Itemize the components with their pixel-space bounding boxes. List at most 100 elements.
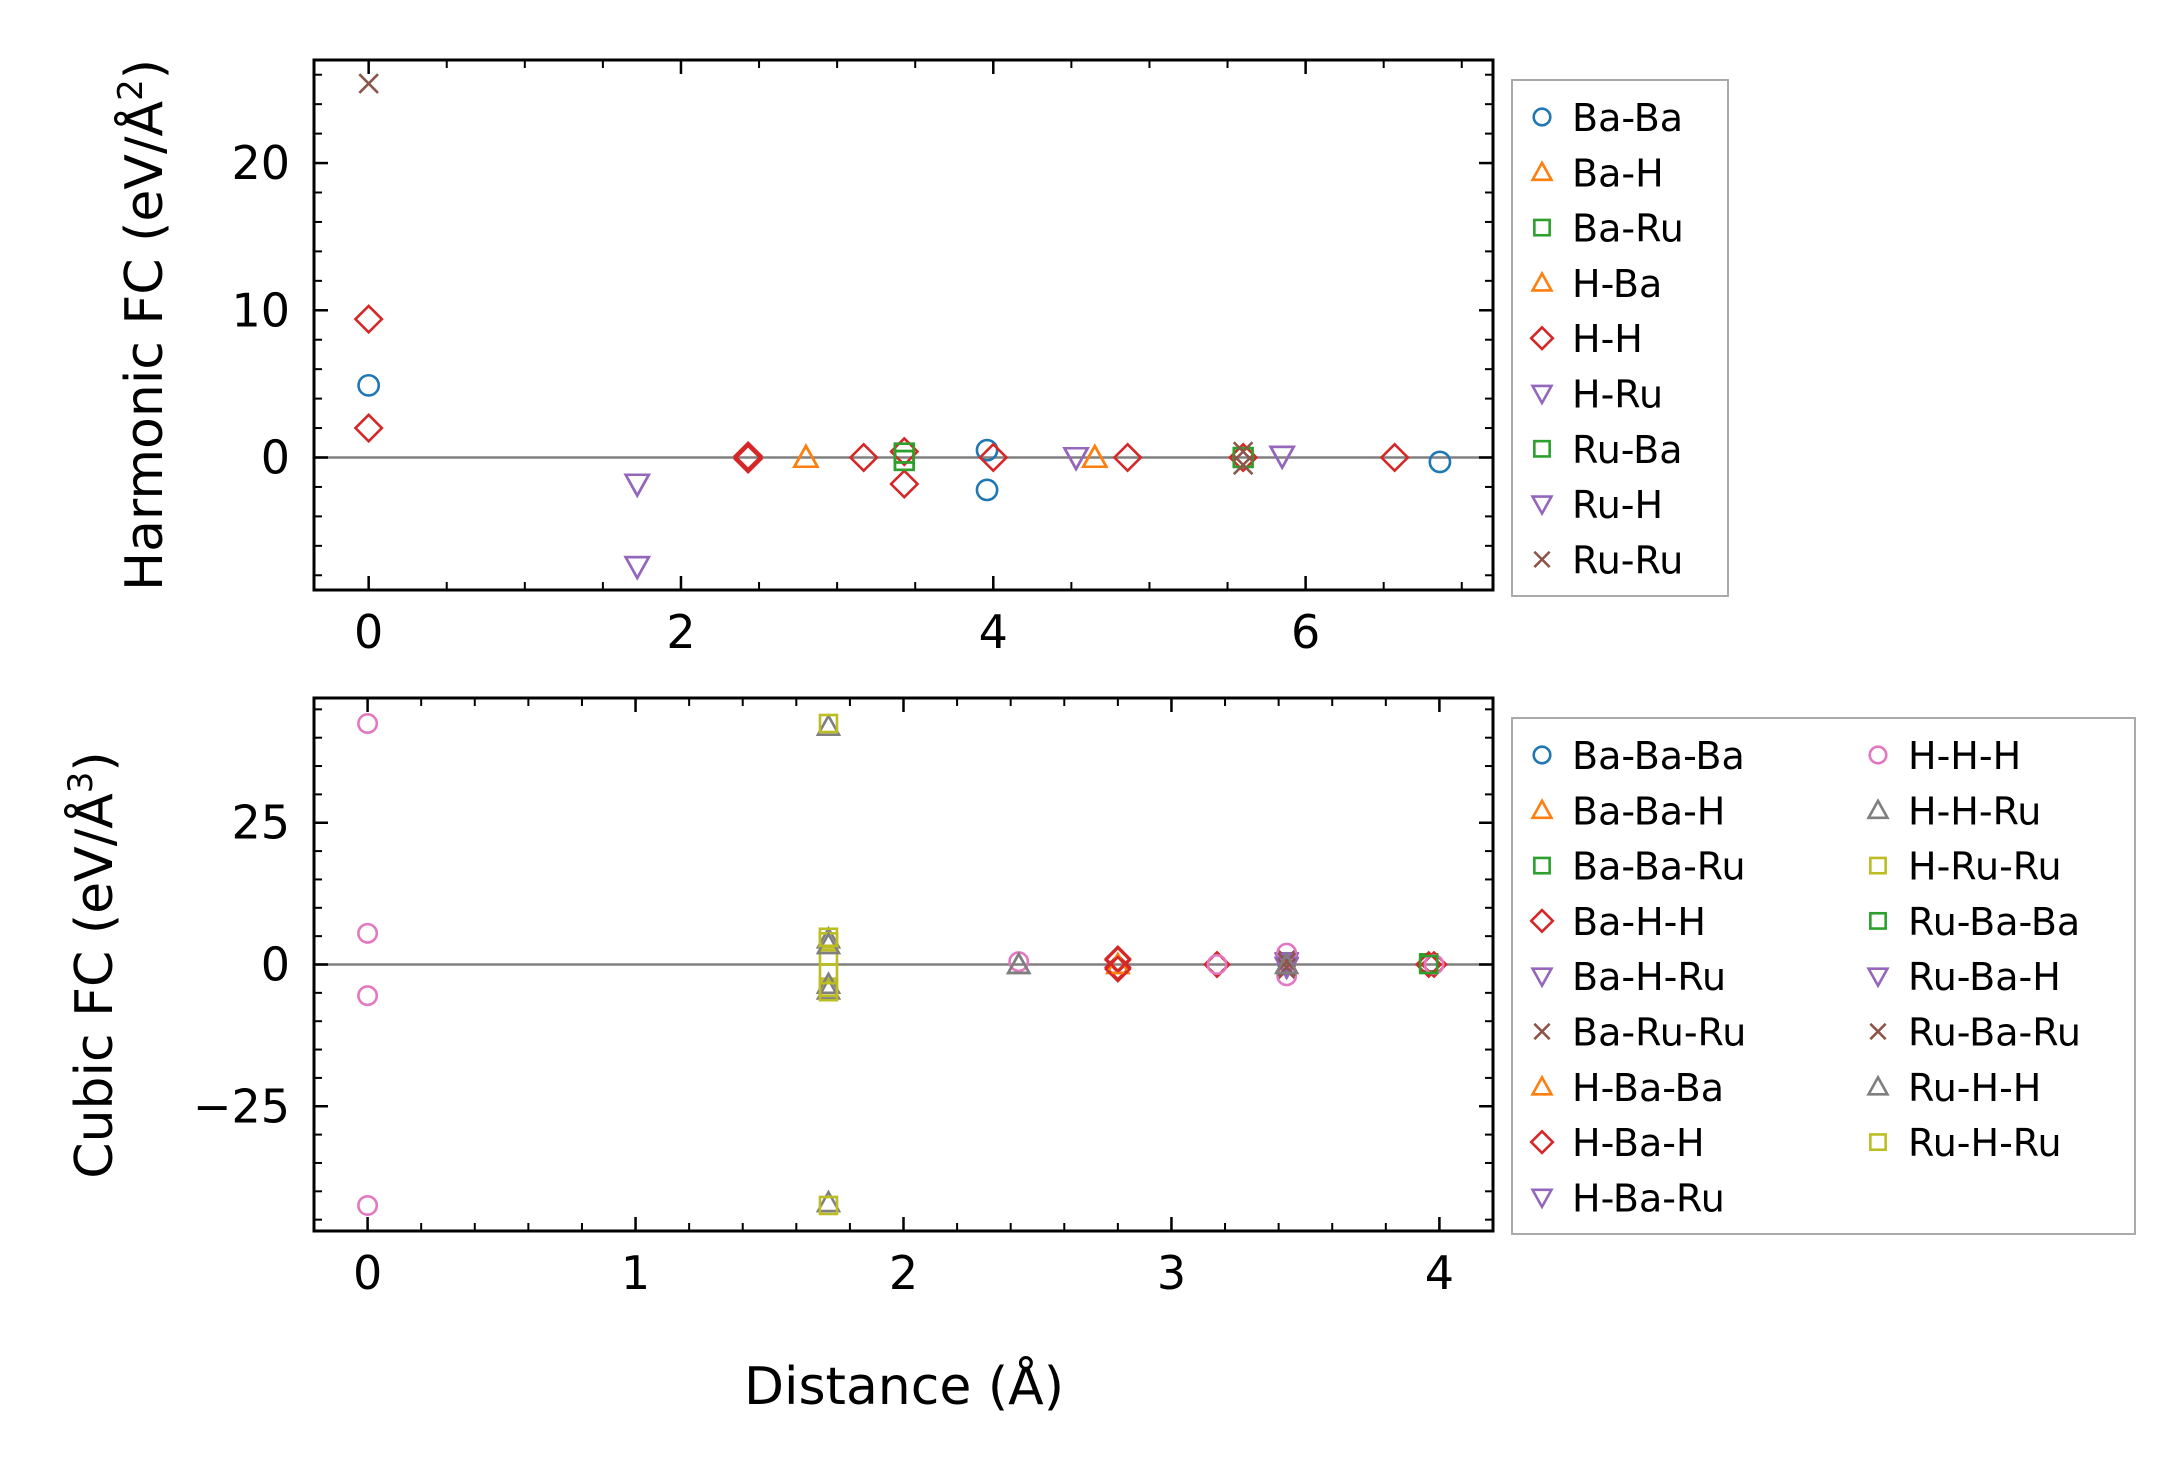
legend-entry-ba-ba-ba: Ba-Ba-Ba: [1532, 734, 1745, 778]
legend-label: Ba-Ru: [1572, 207, 1684, 251]
data-point-h-h: [353, 413, 384, 444]
data-point-ru-h-ru: [818, 927, 839, 948]
legend-entry-ru-ba: Ru-Ba: [1533, 428, 1683, 472]
legend-marker-ba-ba: [1532, 107, 1552, 127]
legend-label: Ba-H-Ru: [1572, 955, 1726, 999]
y-tick-label: 0: [261, 938, 290, 992]
cubic-fc-x-axis-label: Distance (Å): [744, 1355, 1064, 1417]
legend-entry-h-h: H-H: [1529, 317, 1643, 361]
legend-marker-ba-ba-ru: [1533, 856, 1551, 875]
legend-label: Ba-Ba: [1572, 96, 1683, 140]
legend-entry-ba-ru-ru: Ba-Ru-Ru: [1533, 1011, 1746, 1055]
data-point-h-ba-h: [1104, 955, 1132, 983]
data-point-ru-h: [1062, 446, 1090, 472]
legend-label: Ru-H: [1572, 483, 1663, 527]
harmonic-fc-markers: [314, 73, 1493, 581]
data-point-h-ba: [792, 443, 820, 469]
legend-marker-h-ba-ru: [1530, 1188, 1554, 1210]
legend-marker-ru-h-h: [1866, 1074, 1890, 1096]
legend-marker-ru-ba-ru: [1869, 1022, 1887, 1041]
legend-entry-ru-ba-h: Ru-Ba-H: [1866, 955, 2061, 999]
cubic-fc-y-axis-label: Cubic FC (eV/Å3): [61, 751, 125, 1178]
series-ru-ba-ba: [1418, 954, 1439, 975]
y-tick-label: 20: [231, 136, 290, 190]
x-tick-label: 0: [354, 605, 383, 659]
legend-entry-ba-h: Ba-H: [1530, 151, 1664, 195]
series-h-ba: [792, 443, 1109, 469]
data-point-ba-ba: [357, 373, 381, 397]
series-h-h-h: [357, 713, 1445, 1216]
legend-marker-ru-h-ru: [1869, 1133, 1887, 1152]
data-point-ru-h-h: [1273, 951, 1300, 975]
legend-entry-ru-h: Ru-H: [1530, 483, 1663, 527]
data-point-ba-ba: [1428, 450, 1452, 474]
cubic-fc-legend-entries: Ba-Ba-Ba Ba-Ba-H Ba-Ba-Ru Ba-H-H Ba-H-Ru Ba-R…: [1529, 734, 2081, 1220]
data-point-ru-h-ru: [818, 981, 839, 1002]
data-point-h-ru-ru: [818, 1195, 839, 1216]
legend-marker-ru-h: [1530, 495, 1554, 517]
legend-label: Ba-Ba-Ba: [1572, 734, 1745, 778]
legend-marker-ba-ba-ba: [1532, 745, 1552, 765]
y-tick-label: 0: [261, 431, 290, 485]
cubic-fc-plot-frame: [312, 696, 1495, 1233]
legend-marker-ba-h-h: [1529, 908, 1555, 934]
harmonic-fc-legend-box: [1511, 79, 1729, 597]
legend-label: Ru-Ba-H: [1908, 955, 2061, 999]
data-point-ru-h-h: [815, 931, 842, 955]
legend-entry-h-h-ru: H-H-Ru: [1866, 789, 2041, 833]
legend-marker-ba-ru: [1533, 218, 1551, 237]
x-tick-label: 2: [889, 1246, 918, 1300]
cubic-fc-ticks: 0 1 2 3 4 −25 0 25: [193, 698, 1493, 1300]
data-point-ru-h: [1268, 445, 1296, 471]
data-point-h-h: [889, 468, 920, 500]
data-point-ru-h-h: [1006, 951, 1032, 975]
legend-entry-ru-ba-ba: Ru-Ba-Ba: [1869, 900, 2080, 944]
legend-entry-ba-ba-h: Ba-Ba-H: [1530, 789, 1725, 833]
series-ru-h-ru: [818, 927, 839, 1002]
legend-marker-h-ba-h: [1529, 1129, 1555, 1155]
legend-entry-h-ru: H-Ru: [1530, 373, 1663, 417]
legend-entry-h-ba: H-Ba: [1530, 262, 1662, 306]
legend-marker-ru-ba-ba: [1869, 911, 1887, 930]
legend-label: Ba-Ba-H: [1572, 789, 1725, 833]
data-point-h-h: [1112, 442, 1143, 473]
y-tick-label: 25: [231, 796, 290, 850]
legend-label: H-Ru: [1572, 373, 1663, 417]
legend-label: Ru-Ru: [1572, 538, 1683, 582]
legend-entry-ba-h-ru: Ba-H-Ru: [1530, 955, 1726, 999]
data-point-h-h: [848, 442, 879, 473]
data-point-h-h: [353, 304, 384, 335]
data-point-h-h-h: [357, 922, 379, 944]
x-tick-label: 1: [621, 1246, 650, 1300]
data-point-h-h-ru: [815, 1189, 842, 1213]
legend-label: H-Ba-Ru: [1572, 1176, 1725, 1220]
data-point-h-ru-ru: [818, 963, 839, 983]
data-point-ru-ba-ru: [1277, 952, 1297, 972]
series-ru-ru: [358, 73, 1254, 476]
data-point-ru-ba: [1232, 446, 1254, 469]
data-point-ru-ba: [893, 449, 915, 472]
legend-marker-h-h: [1529, 325, 1555, 351]
data-point-h-h: [733, 440, 764, 472]
harmonic-fc-plot-frame: [312, 58, 1495, 592]
legend-entry-ba-ba-ru: Ba-Ba-Ru: [1533, 845, 1746, 889]
legend-label: H-Ba-H: [1572, 1121, 1705, 1165]
legend-label: Ru-H-Ru: [1908, 1121, 2062, 1165]
legend-marker-ru-ru: [1533, 550, 1551, 568]
data-point-ru-ru: [358, 73, 379, 94]
legend-entry-ba-ru: Ba-Ru: [1533, 207, 1684, 251]
series-ru-h: [623, 445, 1296, 581]
legend-label: H-H-H: [1908, 734, 2021, 778]
legend-entry-ru-ba-ru: Ru-Ba-Ru: [1869, 1011, 2081, 1055]
y-tick-label: 10: [231, 283, 290, 337]
x-tick-label: 2: [666, 605, 695, 659]
data-point-h-ba: [1081, 443, 1109, 469]
data-point-ru-ba-ba: [1418, 954, 1439, 975]
data-point-h-h-h: [357, 713, 379, 735]
legend-entry-h-ba-ru: H-Ba-Ru: [1530, 1176, 1725, 1220]
cubic-fc-legend: Ba-Ba-Ba Ba-Ba-H Ba-Ba-Ru Ba-H-H Ba-H-Ru Ba-R…: [1511, 717, 2136, 1235]
data-point-ru-ru: [1232, 454, 1254, 476]
data-point-h-ru-ru: [818, 713, 839, 734]
data-point-h-h: [1379, 442, 1410, 473]
